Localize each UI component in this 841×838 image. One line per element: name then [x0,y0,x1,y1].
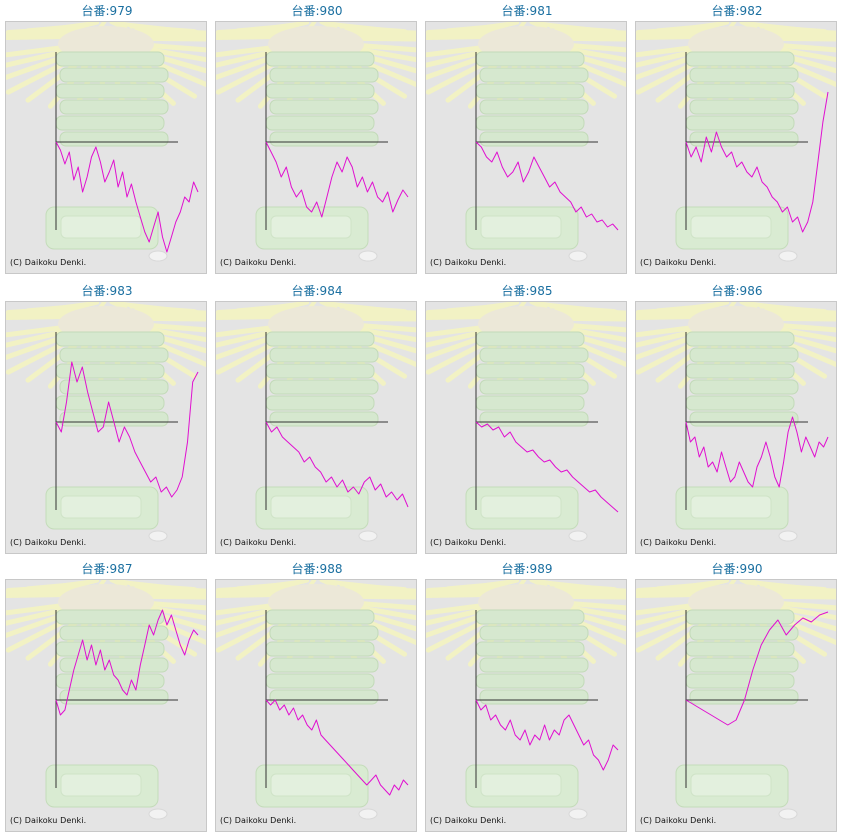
background-artwork [6,580,206,820]
chart-frame: (C) Daikoku Denki. [5,301,207,554]
machine-number-label: 台番:983 [81,284,133,298]
background-artwork [426,580,626,820]
background-artwork [216,22,416,262]
copyright-text: (C) Daikoku Denki. [10,816,87,825]
machine-number-label: 台番:979 [81,4,133,18]
background-artwork [216,580,416,820]
chart-panel: 台番:987 (C) Daikoku Denki. [2,558,212,838]
copyright-text: (C) Daikoku Denki. [640,258,717,267]
series-line [475,421,619,513]
series-line [55,361,199,498]
chart-svg [426,580,626,820]
copyright-text: (C) Daikoku Denki. [220,258,297,267]
chart-panel: 台番:986 (C) Daikoku Denki. [632,280,841,560]
machine-number-label: 台番:980 [291,4,343,18]
chart-svg [636,302,836,542]
series-line [55,609,199,716]
background-artwork [636,302,836,542]
chart-panel: 台番:984 (C) Daikoku Denki. [212,280,422,560]
machine-number-label: 台番:989 [501,562,553,576]
machine-number-label: 台番:987 [81,562,133,576]
background-artwork [426,22,626,262]
series-line [685,416,829,488]
copyright-text: (C) Daikoku Denki. [10,538,87,547]
chart-panel: 台番:983 (C) Daikoku Denki. [2,280,212,560]
chart-frame: (C) Daikoku Denki. [215,579,417,832]
chart-panel: 台番:979 (C) Daikoku Denki. [2,0,212,280]
chart-frame: (C) Daikoku Denki. [635,301,837,554]
chart-frame: (C) Daikoku Denki. [425,301,627,554]
chart-svg [216,22,416,262]
chart-panel: 台番:989 (C) Daikoku Denki. [422,558,632,838]
chart-frame: (C) Daikoku Denki. [635,21,837,274]
machine-number-label: 台番:988 [291,562,343,576]
series-line [475,141,619,231]
chart-panel: 台番:980 (C) Daikoku Denki. [212,0,422,280]
chart-panel: 台番:988 (C) Daikoku Denki. [212,558,422,838]
chart-svg [216,302,416,542]
series-line [685,611,829,726]
copyright-text: (C) Daikoku Denki. [220,816,297,825]
series-line [265,699,409,796]
chart-frame: (C) Daikoku Denki. [5,21,207,274]
copyright-text: (C) Daikoku Denki. [430,258,507,267]
background-artwork [636,580,836,820]
chart-frame: (C) Daikoku Denki. [215,21,417,274]
chart-svg [216,580,416,820]
series-line [685,91,829,233]
chart-panel: 台番:982 (C) Daikoku Denki. [632,0,841,280]
copyright-text: (C) Daikoku Denki. [430,538,507,547]
machine-number-label: 台番:985 [501,284,553,298]
background-artwork [6,302,206,542]
chart-svg [426,22,626,262]
copyright-text: (C) Daikoku Denki. [430,816,507,825]
background-artwork [426,302,626,542]
chart-frame: (C) Daikoku Denki. [5,579,207,832]
chart-panel: 台番:981 (C) Daikoku Denki. [422,0,632,280]
chart-frame: (C) Daikoku Denki. [425,579,627,832]
series-line [265,141,409,218]
background-artwork [6,22,206,262]
chart-frame: (C) Daikoku Denki. [635,579,837,832]
series-line [55,141,199,253]
copyright-text: (C) Daikoku Denki. [640,816,717,825]
series-line [265,421,409,508]
chart-svg [636,580,836,820]
machine-number-label: 台番:981 [501,4,553,18]
machine-number-label: 台番:990 [711,562,763,576]
machine-number-label: 台番:986 [711,284,763,298]
series-line [475,699,619,771]
chart-svg [636,22,836,262]
chart-svg [6,22,206,262]
chart-frame: (C) Daikoku Denki. [425,21,627,274]
chart-frame: (C) Daikoku Denki. [215,301,417,554]
machine-number-label: 台番:982 [711,4,763,18]
chart-svg [6,580,206,820]
chart-panel: 台番:985 (C) Daikoku Denki. [422,280,632,560]
machine-number-label: 台番:984 [291,284,343,298]
copyright-text: (C) Daikoku Denki. [640,538,717,547]
chart-svg [6,302,206,542]
copyright-text: (C) Daikoku Denki. [220,538,297,547]
copyright-text: (C) Daikoku Denki. [10,258,87,267]
chart-svg [426,302,626,542]
chart-panel: 台番:990 (C) Daikoku Denki. [632,558,841,838]
